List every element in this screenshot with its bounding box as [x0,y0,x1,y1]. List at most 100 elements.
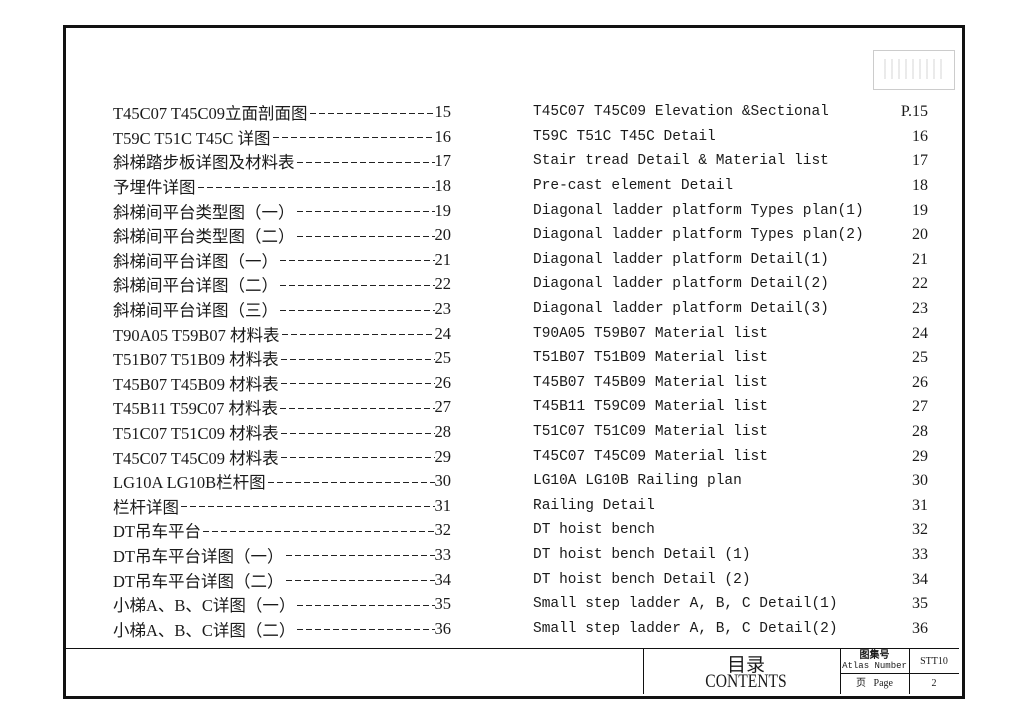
contents-entry-cn: 予埋件详图 18 [113,174,451,199]
entry-page: 29 [912,447,928,465]
contents-entry-en: Diagonal ladder platform Types plan(2) 20 [533,223,928,248]
contents-entry-en: DT hoist bench Detail (2) 34 [533,567,928,592]
entry-title: Railing Detail [533,497,655,514]
entry-title: 斜梯间平台详图（二） [113,276,278,296]
entry-page: 30 [434,471,452,491]
leader-dashes [203,530,435,532]
entry-title: Pre-cast element Detail [533,178,734,195]
entry-page: 17 [912,152,928,170]
entry-title: 栏杆详图 [113,497,179,517]
leader-dashes [285,580,435,582]
contents-entry-cn: 斜梯间平台详图（三） 23 [113,297,451,322]
leader-dashes [280,309,435,311]
entry-title: Small step ladder A, B, C Detail(1) [533,596,838,613]
entry-page: 15 [434,102,452,122]
entry-title: T45C07 T45C09 Material list [533,448,768,465]
entry-title: T90A05 T59B07 Material list [533,325,768,342]
contents-entry-en: Small step ladder A, B, C Detail(1) 35 [533,592,928,617]
entry-page: 21 [434,249,452,269]
entry-title: 小梯A、B、C详图（二） [113,620,296,640]
contents-entry-en: Diagonal ladder platform Detail(3) 23 [533,297,928,322]
entry-page: 35 [434,594,452,614]
leader-dashes [267,481,435,483]
entry-title: T59C T51C T45C 详图 [113,128,271,148]
leader-dashes [272,137,435,139]
entry-page: 26 [912,373,928,391]
title-chinese: 目录 [726,655,765,676]
entry-page: 22 [912,275,928,293]
contents-entry-cn: LG10A LG10B栏杆图 30 [113,469,451,494]
entry-title: T51B07 T51B09 材料表 [113,350,279,370]
entry-title: Diagonal ladder platform Detail(2) [533,276,829,293]
entry-page: 33 [912,545,928,563]
leader-dashes [297,604,435,606]
entry-page: P.15 [900,103,928,121]
page-label-cn: 页 [856,678,867,689]
entry-page: 34 [434,569,452,589]
entry-page: 26 [434,372,452,392]
entry-title: DT hoist bench [533,522,655,539]
entry-page: 18 [434,176,452,196]
atlas-number: STT10 [920,656,948,667]
entry-title: 斜梯踏步板详图及材料表 [113,153,295,173]
entry-title: T45B11 T59C09 Material list [533,399,768,416]
contents-entry-en: Small step ladder A, B, C Detail(2) 36 [533,616,928,641]
entry-title: T45B11 T59C07 材料表 [113,399,279,419]
contents-entry-en: T59C T51C T45C Detail 16 [533,125,928,150]
entry-page: 24 [434,323,452,343]
contents-entry-cn: 斜梯间平台详图（一） 21 [113,248,451,273]
entry-page: 32 [912,521,928,539]
entry-page: 20 [912,226,928,244]
entry-page: 30 [912,472,928,490]
entry-title: Small step ladder A, B, C Detail(2) [533,620,838,637]
entry-title: Diagonal ladder platform Detail(3) [533,301,829,318]
entry-title: Diagonal ladder platform Types plan(1) [533,202,864,219]
leader-dashes [280,260,435,262]
contents-entry-cn: DT吊车平台 32 [113,518,451,543]
entry-page: 16 [434,126,452,146]
contents-entry-en: Diagonal ladder platform Detail(2) 22 [533,272,928,297]
contents-entry-cn: T59C T51C T45C 详图 16 [113,125,451,150]
contents-entry-cn: 栏杆详图 31 [113,494,451,519]
leader-dashes [280,407,435,409]
contents-entry-en: Diagonal ladder platform Detail(1) 21 [533,248,928,273]
contents-entry-cn: T90A05 T59B07 材料表 24 [113,321,451,346]
entry-title: T59C T51C T45C Detail [533,128,716,145]
entry-title: DT吊车平台详图（二） [113,571,284,591]
entry-page: 16 [912,127,928,145]
entry-title: 斜梯间平台详图（三） [113,301,278,321]
contents-entry-en: T45B11 T59C09 Material list 27 [533,395,928,420]
contents-entry-en: T45C07 T45C09 Elevation &Sectional P.15 [533,100,928,125]
entry-title: T51C07 T51C09 材料表 [113,424,279,444]
contents-entry-en: Railing Detail 31 [533,494,928,519]
page-number: 2 [931,678,937,689]
contents-entry-cn: T51B07 T51B09 材料表 25 [113,346,451,371]
entry-title: 斜梯间平台类型图（一） [113,202,295,222]
leader-dashes [181,506,435,508]
entry-title: T45C07 T45C09立面剖面图 [113,104,308,124]
contents-entry-cn: T51C07 T51C09 材料表 28 [113,420,451,445]
contents-entry-cn: 斜梯间平台类型图（一） 19 [113,198,451,223]
entry-page: 31 [912,496,928,514]
leader-dashes [297,629,435,631]
leader-dashes [280,432,435,434]
stamp [873,50,955,90]
entry-page: 35 [912,595,928,613]
entry-page: 32 [434,520,452,540]
entry-page: 17 [434,151,452,171]
entry-title: Diagonal ladder platform Detail(1) [533,251,829,268]
entry-title: Diagonal ladder platform Types plan(2) [533,227,864,244]
title-block: 目录 CONTENTS 图集号 Atlas Number STT10 页 Pag… [66,648,959,694]
entry-title: DT吊车平台 [113,522,201,542]
entry-page: 31 [434,495,452,515]
atlas-label-en: Atlas Number [842,661,907,671]
entry-title: T45B07 T45B09 Material list [533,374,768,391]
entry-title: LG10A LG10B栏杆图 [113,473,266,493]
leader-dashes [197,186,435,188]
contents-entry-en: DT hoist bench 32 [533,518,928,543]
entry-page: 27 [912,398,928,416]
entry-title: 斜梯间平台详图（一） [113,251,278,271]
contents-entry-cn: 斜梯间平台类型图（二） 20 [113,223,451,248]
entry-page: 23 [434,299,452,319]
contents-entry-en: T51C07 T51C09 Material list 28 [533,420,928,445]
